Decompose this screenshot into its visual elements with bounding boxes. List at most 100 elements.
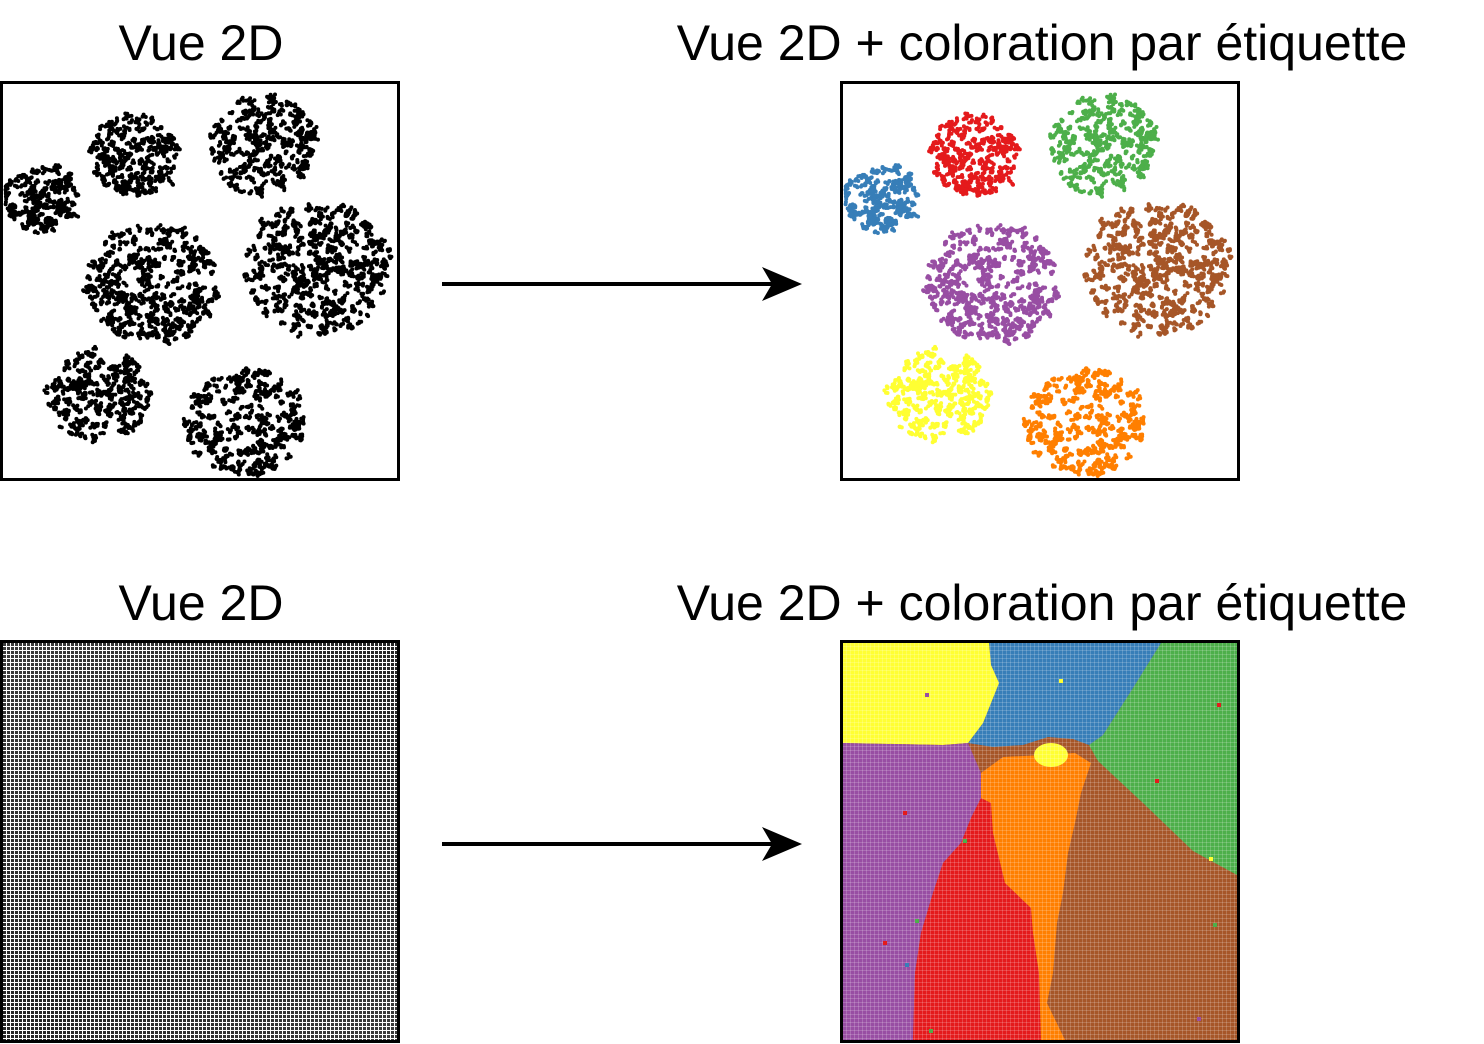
point-uncolored	[161, 176, 166, 181]
point-uncolored	[240, 115, 245, 120]
point-uncolored	[281, 279, 286, 284]
point-uncolored	[171, 141, 175, 146]
point-uncolored	[148, 137, 153, 142]
point-uncolored	[138, 396, 143, 401]
point-uncolored	[324, 307, 329, 312]
point-uncolored	[88, 294, 93, 299]
point-uncolored	[208, 135, 213, 140]
point-uncolored	[169, 146, 174, 151]
point-uncolored	[76, 391, 80, 396]
point-uncolored	[98, 268, 103, 273]
point-uncolored	[138, 245, 143, 250]
point-uncolored	[240, 95, 245, 100]
point-uncolored	[266, 233, 271, 238]
point-uncolored	[260, 148, 265, 153]
point-uncolored	[99, 152, 104, 157]
point-uncolored	[274, 182, 279, 187]
point-uncolored	[282, 256, 286, 261]
point-uncolored	[124, 242, 129, 247]
scatter-clusters-uncolored	[3, 92, 394, 478]
point-uncolored	[324, 229, 329, 234]
point-uncolored	[109, 234, 114, 239]
point-uncolored	[208, 312, 213, 317]
point-uncolored	[313, 208, 318, 213]
point-uncolored	[254, 187, 259, 192]
point-uncolored	[137, 299, 141, 304]
point-uncolored	[321, 301, 326, 306]
point-uncolored	[319, 211, 324, 216]
point-uncolored	[219, 170, 224, 174]
point-uncolored	[151, 246, 156, 250]
point-uncolored	[266, 145, 271, 150]
point-uncolored	[338, 270, 343, 275]
point-uncolored	[368, 287, 373, 292]
point-uncolored	[146, 262, 151, 266]
point-uncolored	[270, 257, 275, 262]
point-uncolored	[175, 276, 180, 281]
point-uncolored	[235, 119, 239, 124]
point-uncolored	[150, 115, 155, 120]
point-uncolored	[149, 119, 154, 124]
point-uncolored	[353, 261, 358, 266]
point-uncolored	[162, 255, 167, 260]
point-uncolored	[283, 228, 288, 233]
point-uncolored	[304, 140, 309, 144]
point-uncolored	[255, 112, 259, 117]
point-uncolored	[114, 260, 119, 265]
point-uncolored	[137, 185, 142, 190]
point-uncolored	[299, 141, 304, 146]
point-uncolored	[380, 271, 385, 276]
point-uncolored	[271, 262, 276, 267]
point-uncolored	[326, 300, 331, 305]
point-uncolored	[274, 213, 278, 218]
point-uncolored	[180, 299, 185, 304]
point-uncolored	[48, 218, 53, 223]
point-uncolored	[224, 175, 229, 180]
point-uncolored	[273, 130, 278, 135]
point-uncolored	[40, 171, 45, 176]
point-uncolored	[160, 146, 165, 151]
point-uncolored	[118, 126, 123, 131]
point-uncolored	[176, 308, 181, 312]
point-uncolored	[106, 272, 111, 277]
point-uncolored	[251, 243, 256, 248]
point-uncolored	[284, 303, 289, 308]
point-uncolored	[175, 270, 180, 275]
point-uncolored	[367, 239, 372, 244]
point-uncolored	[28, 214, 33, 219]
point-uncolored	[155, 133, 160, 138]
point-uncolored	[262, 140, 266, 145]
point-uncolored	[161, 241, 166, 246]
point-uncolored	[167, 159, 172, 164]
point-uncolored	[90, 259, 95, 264]
point-uncolored	[301, 175, 306, 180]
point-uncolored	[103, 291, 108, 296]
point-uncolored	[352, 213, 357, 218]
point-uncolored	[213, 285, 218, 290]
point-uncolored	[314, 125, 319, 129]
point-uncolored	[348, 322, 353, 327]
point-uncolored	[120, 179, 125, 184]
point-uncolored	[94, 161, 99, 166]
point-uncolored	[136, 368, 141, 373]
point-uncolored	[250, 159, 255, 164]
point-uncolored	[262, 116, 266, 121]
point-uncolored	[263, 285, 268, 289]
point-uncolored	[312, 132, 317, 137]
point-uncolored	[139, 323, 144, 327]
point-uncolored	[332, 301, 337, 306]
point-uncolored	[53, 163, 58, 168]
point-uncolored	[129, 174, 134, 179]
point-uncolored	[228, 141, 233, 146]
point-uncolored	[180, 271, 185, 276]
point-uncolored	[203, 303, 208, 307]
point-uncolored	[317, 235, 322, 240]
point-uncolored	[255, 300, 260, 305]
point-uncolored	[308, 222, 313, 227]
point-uncolored	[278, 170, 283, 174]
point-uncolored	[248, 248, 253, 253]
point-uncolored	[119, 231, 124, 236]
point-uncolored	[146, 296, 151, 301]
point-uncolored	[98, 155, 103, 160]
point-uncolored	[345, 291, 350, 296]
